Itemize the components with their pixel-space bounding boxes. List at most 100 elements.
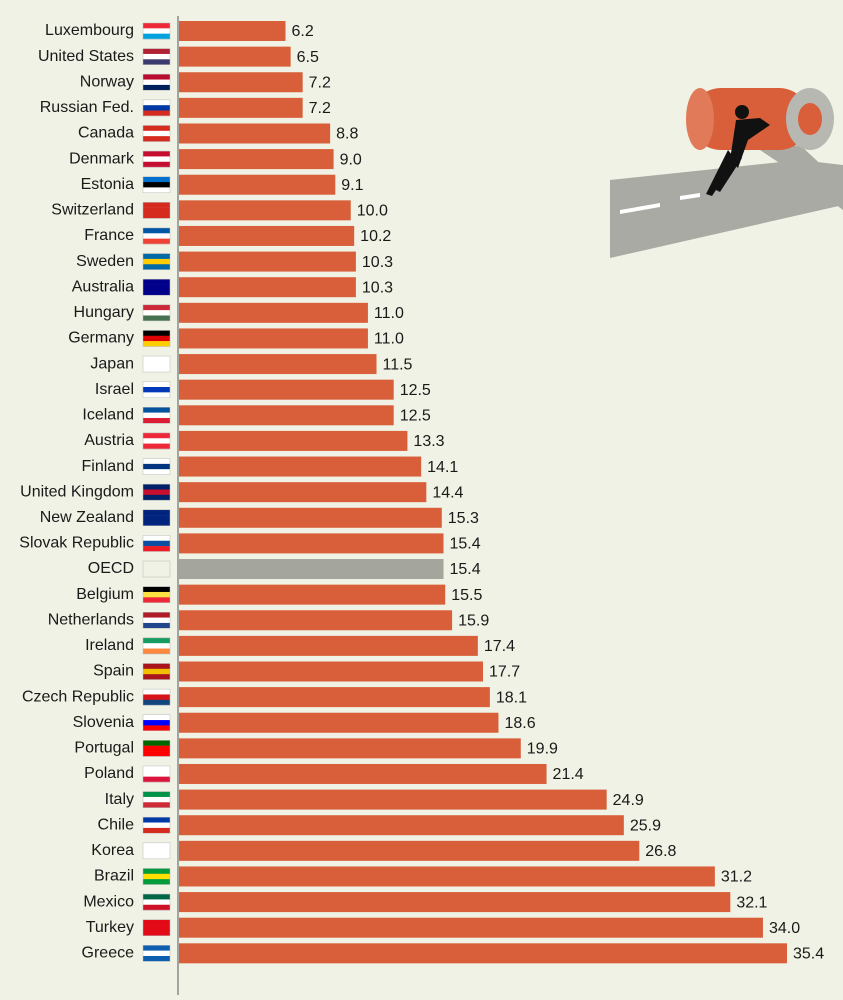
flag-icon <box>142 22 171 40</box>
flag-icon <box>142 150 171 168</box>
flag-icon <box>142 99 171 117</box>
flag-icon <box>142 893 171 911</box>
category-label: Australia <box>72 278 134 295</box>
bar <box>179 943 787 964</box>
flag-icon <box>142 740 171 757</box>
flag-icon <box>142 714 171 731</box>
bar <box>179 789 607 810</box>
bar <box>179 46 291 67</box>
value-label: 26.8 <box>645 843 676 860</box>
value-label: 8.8 <box>336 126 358 143</box>
value-label: 34.0 <box>769 920 800 937</box>
bar <box>179 430 408 451</box>
category-label: Germany <box>68 330 134 347</box>
category-label: Switzerland <box>51 202 134 219</box>
value-label: 6.5 <box>297 49 319 66</box>
category-label: Estonia <box>81 176 134 193</box>
category-label: Poland <box>84 765 134 782</box>
bar <box>179 815 624 836</box>
value-label: 35.4 <box>793 946 824 963</box>
value-label: 18.1 <box>496 689 527 706</box>
value-label: 17.7 <box>489 664 520 681</box>
bar <box>179 507 442 528</box>
bar <box>179 763 547 784</box>
category-label: Korea <box>91 842 134 859</box>
flag-icon <box>142 355 171 373</box>
category-label: Mexico <box>83 893 134 910</box>
bar <box>179 328 368 349</box>
value-label: 11.5 <box>383 356 413 373</box>
bar <box>179 21 286 41</box>
bar <box>179 584 446 605</box>
flag-icon <box>142 202 171 219</box>
flag-icon <box>142 381 171 398</box>
bar <box>179 200 351 221</box>
value-label: 15.5 <box>451 587 482 604</box>
bar <box>179 610 453 631</box>
flag-icon <box>142 330 171 347</box>
category-label: Israel <box>95 381 134 398</box>
bar <box>179 482 427 503</box>
bar <box>179 97 303 118</box>
category-label: Sweden <box>76 253 134 270</box>
flag-icon <box>142 125 171 142</box>
flag-icon <box>142 407 171 424</box>
bar <box>179 123 331 144</box>
category-label: United Kingdom <box>20 483 134 500</box>
flag-icon <box>142 483 171 501</box>
category-label: Netherlands <box>48 611 134 628</box>
flag-icon <box>142 176 171 193</box>
category-label: Iceland <box>82 407 134 424</box>
category-label: Slovak Republic <box>19 535 134 552</box>
value-label: 14.4 <box>432 484 463 501</box>
flag-icon <box>142 432 171 450</box>
value-label: 9.0 <box>340 151 362 168</box>
value-label: 12.5 <box>400 382 431 399</box>
flag-icon <box>142 560 171 578</box>
category-label: Brazil <box>94 868 134 885</box>
value-label: 31.2 <box>721 869 752 886</box>
category-label: Russian Fed. <box>40 99 134 116</box>
value-label: 15.3 <box>448 510 479 527</box>
bar <box>179 225 355 246</box>
value-label: 10.2 <box>360 228 391 245</box>
value-label: 25.9 <box>630 817 661 834</box>
value-label: 7.2 <box>309 100 331 117</box>
category-label: Japan <box>90 355 134 372</box>
bar <box>179 687 490 708</box>
category-label: Portugal <box>74 740 134 757</box>
flag-icon <box>142 278 171 296</box>
bar <box>179 559 444 580</box>
value-label: 21.4 <box>553 766 584 783</box>
category-label: Turkey <box>86 919 134 936</box>
flag-icon <box>142 458 171 475</box>
category-label: Czech Republic <box>22 688 134 705</box>
flag-icon <box>142 48 171 65</box>
flag-icon <box>142 253 171 270</box>
category-label: Austria <box>84 432 134 449</box>
bar <box>179 72 303 93</box>
bar <box>179 892 731 913</box>
category-label: Chile <box>98 816 135 833</box>
flag-icon <box>142 586 171 603</box>
flag-icon <box>142 765 171 783</box>
category-label: Spain <box>93 663 134 680</box>
bar <box>179 866 715 887</box>
category-label: Luxembourg <box>45 22 134 39</box>
category-label: Finland <box>82 458 134 475</box>
flag-icon <box>142 945 171 962</box>
bar <box>179 379 394 400</box>
category-label: New Zealand <box>40 509 134 526</box>
value-label: 12.5 <box>400 408 431 425</box>
value-label: 10.0 <box>357 203 388 220</box>
value-label: 6.2 <box>291 23 313 40</box>
category-label: Canada <box>78 125 134 142</box>
category-label: Denmark <box>69 150 135 167</box>
value-label: 13.3 <box>413 433 444 450</box>
category-label: United States <box>38 48 134 65</box>
flag-icon <box>142 535 171 552</box>
flag-icon <box>142 612 171 629</box>
value-label: 11.0 <box>374 331 404 348</box>
value-label: 24.9 <box>613 792 644 809</box>
